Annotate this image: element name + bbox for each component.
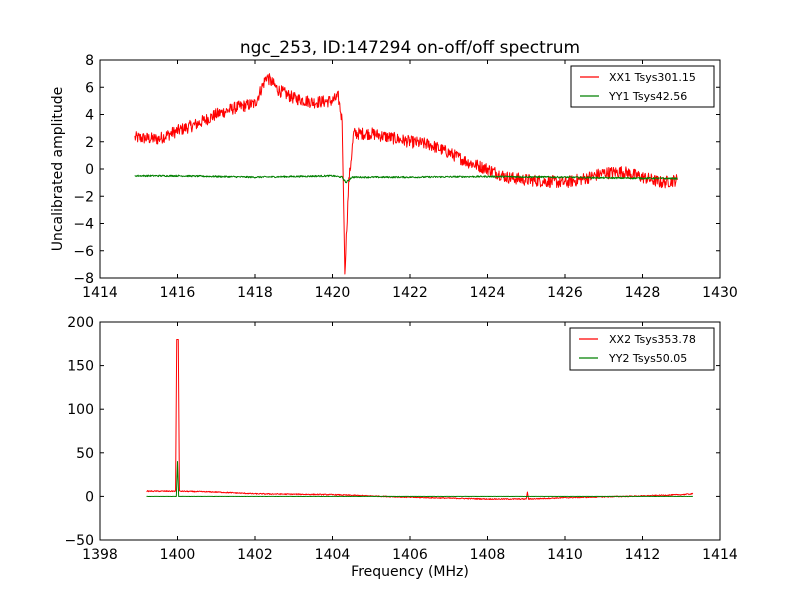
series-line-yy2 — [146, 461, 693, 497]
y-tick-label: −8 — [73, 271, 94, 287]
bottom-plot-area — [146, 338, 694, 501]
bottom-subplot: Frequency (MHz) 1398 1400 1402 1404 1406 1408… — [64, 315, 737, 580]
x-tick-label: 1410 — [547, 547, 583, 563]
x-tick-label: 1424 — [470, 285, 506, 301]
x-tick-label: 1402 — [237, 547, 273, 563]
series-line-yy1 — [134, 174, 678, 184]
x-tick-label: 1400 — [160, 547, 196, 563]
y-tick-label: 0 — [85, 162, 94, 178]
x-tick-label: 1408 — [470, 547, 506, 563]
y-tick-label: −2 — [73, 189, 94, 205]
y-tick-label: 50 — [76, 446, 94, 462]
legend-label-yy1: YY1 Tsys42.56 — [608, 90, 687, 103]
x-tick-label: 1412 — [625, 547, 661, 563]
top-subplot: ngc_253, ID:147294 on-off/off spectrum U… — [50, 38, 738, 301]
top-axis-ticks: 1414 1416 1418 1420 1422 1424 1426 1428 1430 −8 −6… — [73, 53, 737, 301]
x-tick-label: 1420 — [315, 285, 351, 301]
y-axis-label: Uncalibrated amplitude — [50, 87, 66, 252]
bottom-legend: XX2 Tsys353.78 YY2 Tsys50.05 — [569, 327, 715, 371]
x-tick-label: 1422 — [392, 285, 428, 301]
top-legend: XX1 Tsys301.15 YY1 Tsys42.56 — [570, 65, 715, 108]
y-tick-label: −6 — [73, 244, 94, 260]
bottom-legend-box — [569, 327, 715, 371]
x-tick-label: 1426 — [547, 285, 583, 301]
x-tick-label: 1414 — [702, 547, 738, 563]
x-tick-label: 1406 — [392, 547, 428, 563]
y-tick-label: 6 — [85, 80, 94, 96]
y-tick-label: 0 — [85, 489, 94, 505]
y-tick-label: −4 — [73, 217, 94, 233]
x-tick-label: 1430 — [702, 285, 738, 301]
y-tick-label: 150 — [67, 359, 94, 375]
bottom-axes-frame — [99, 321, 721, 541]
series-line-xx2 — [146, 338, 694, 501]
x-tick-label: 1416 — [160, 285, 196, 301]
x-axis-label: Frequency (MHz) — [351, 564, 469, 580]
y-tick-label: −50 — [64, 533, 94, 549]
x-tick-label: 1398 — [82, 547, 118, 563]
top-legend-box — [570, 65, 715, 108]
series-line-xx1 — [134, 73, 678, 275]
bottom-axis-ticks: 1398 1400 1402 1404 1406 1408 1410 1412 1414 −50 0… — [64, 315, 737, 563]
top-axes-frame — [99, 59, 721, 279]
top-plot-area — [134, 73, 678, 275]
legend-label-xx1: XX1 Tsys301.15 — [609, 71, 696, 84]
legend-label-xx2: XX2 Tsys353.78 — [609, 333, 696, 346]
x-tick-label: 1404 — [315, 547, 351, 563]
y-tick-label: 200 — [67, 315, 94, 331]
chart-title: ngc_253, ID:147294 on-off/off spectrum — [240, 38, 580, 58]
x-tick-label: 1428 — [625, 285, 661, 301]
y-tick-label: 8 — [85, 53, 94, 69]
y-tick-label: 100 — [67, 402, 94, 418]
y-tick-label: 4 — [85, 108, 94, 124]
x-tick-label: 1418 — [237, 285, 273, 301]
x-tick-label: 1414 — [82, 285, 118, 301]
legend-label-yy2: YY2 Tsys50.05 — [608, 352, 687, 365]
y-tick-label: 2 — [85, 135, 94, 151]
